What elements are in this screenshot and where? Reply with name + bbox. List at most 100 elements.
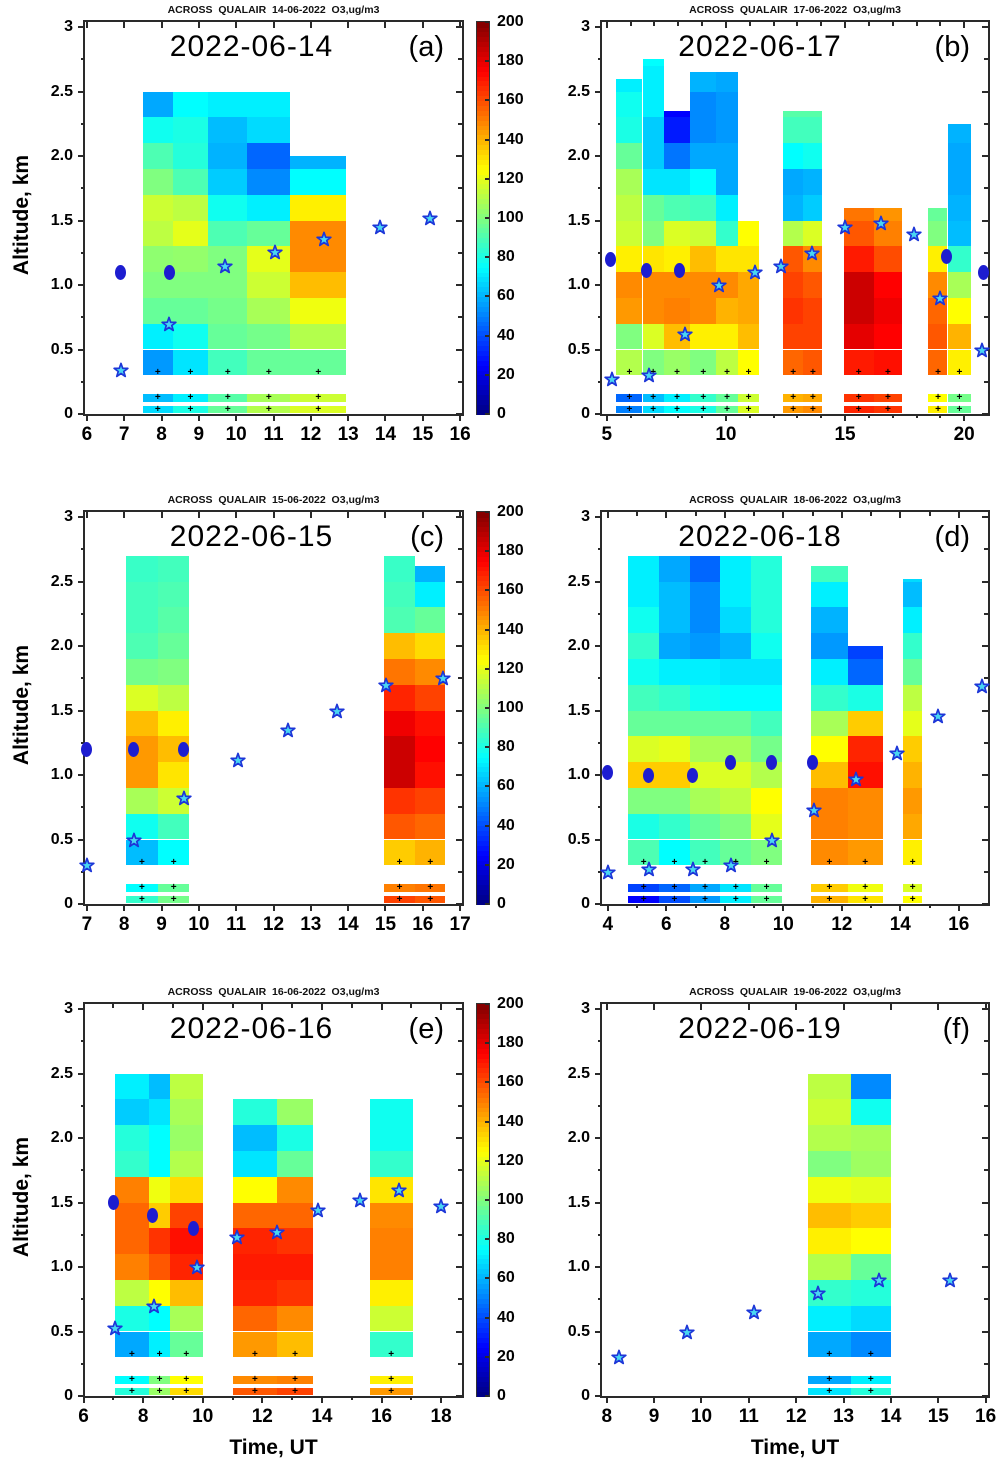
colorbar-slice [477,561,489,567]
heatmap-cell [690,194,717,221]
heatmap-cell [850,1254,891,1280]
heatmap-cell [720,684,752,711]
colorbar-slice [477,663,489,670]
colorbar-label: 160 [497,91,524,109]
y-tick-label: 1.0 [567,1258,590,1276]
plus-marker: + [909,857,916,869]
colorbar-slice [477,56,489,62]
surface-strip-upper [415,884,446,892]
colorbar-slice [477,1013,489,1020]
heatmap-cell [716,323,738,350]
heatmap-cell [720,813,752,840]
y-tick-label: 2.5 [567,82,590,100]
heatmap-cell [149,1228,170,1255]
x-tick-label: 17 [449,914,471,935]
heatmap-cell [811,607,848,634]
heatmap-cell [737,220,760,247]
surface-strip-upper [928,394,948,402]
heatmap-cell [716,91,738,118]
colorbar-slice [477,698,489,704]
star-marker [930,708,946,724]
heatmap-cell [808,1151,851,1177]
y-tick [78,1201,85,1204]
colorbar-tick [485,824,489,827]
surface-strip-lower [126,896,158,904]
surface-strip-lower [149,1388,170,1396]
colorbar-tick [485,177,489,180]
x-minor-tick-top [891,22,894,26]
heatmap-cell [664,297,691,324]
surface-strip-upper [247,394,291,402]
x-tick-top [957,512,960,518]
y-tick-right [456,1008,462,1011]
colorbar-slice [477,384,489,391]
heatmap-cell [383,581,416,608]
colorbar-label: 120 [497,169,524,187]
plus-marker: + [826,881,833,893]
y-tick-label: 1.5 [50,211,73,229]
plus-marker: + [315,403,322,415]
heatmap-cell [157,659,190,685]
heatmap-cell [169,1279,203,1306]
heatmap-cell [659,684,690,711]
x-tick-top [440,1004,443,1010]
y-tick [78,1137,85,1140]
heatmap-cell [172,297,209,324]
y-tick-label: 3 [64,508,73,526]
x-minor-tick [231,1396,234,1400]
colorbar-slice [477,291,489,297]
heatmap-cell [811,684,848,711]
y-minor-tick-right [458,1169,462,1172]
x-tick-label: 18 [430,1406,452,1427]
plus-marker: + [809,391,816,403]
heatmap-cell [947,169,972,195]
heatmap-cell [808,1228,851,1255]
y-minor-tick [81,316,85,319]
heatmap-cell [642,59,664,66]
x-minor-tick-top [629,22,632,26]
heatmap-cell [803,117,823,144]
x-tick [459,414,462,421]
heatmap-cell [642,91,664,118]
colorbar-tick [485,413,489,415]
surface-strip-lower [751,896,782,904]
heatmap-cell [659,633,690,659]
heatmap-cell [716,72,738,92]
heatmap-cell [208,194,248,221]
ellipse-marker [640,263,652,279]
heatmap-cell [811,659,848,685]
heatmap-cell [114,1176,150,1203]
x-tick-label: 8 [137,1406,149,1427]
colorbar-slice [477,1200,489,1206]
y-tick-right [456,709,462,712]
plus-marker: + [809,367,816,379]
heatmap-cell [232,1331,278,1358]
x-tick-label: 16 [449,424,471,445]
surface-strip-lower [142,406,173,414]
surface-strip-upper [664,394,691,402]
plus-marker: + [154,367,161,379]
heatmap-cell [843,349,874,376]
heatmap-cell [751,710,782,737]
heatmap-cell [290,220,347,247]
x-tick-label: 10 [772,914,794,935]
colorbar-slice [477,605,489,611]
colorbar-slice [477,1204,489,1211]
colorbar-slice [477,551,489,557]
heatmap-cell [415,736,446,763]
y-minor-tick-right [984,806,988,809]
heatmap-cell [616,169,643,195]
colorbar-slice [477,845,489,851]
heatmap-cell [783,220,804,247]
heatmap-cell [415,607,446,634]
heatmap-cell [169,1176,203,1203]
x-minor-tick [772,414,775,418]
ellipse-marker [81,741,93,757]
colorbar-slice [477,1048,489,1054]
colorbar-slice [477,1268,489,1275]
colorbar-label: 100 [497,1191,524,1208]
y-tick-right [456,1266,462,1269]
colorbar-slice [477,1155,489,1162]
heatmap-cell [114,1125,150,1151]
plus-marker: + [292,1385,299,1397]
